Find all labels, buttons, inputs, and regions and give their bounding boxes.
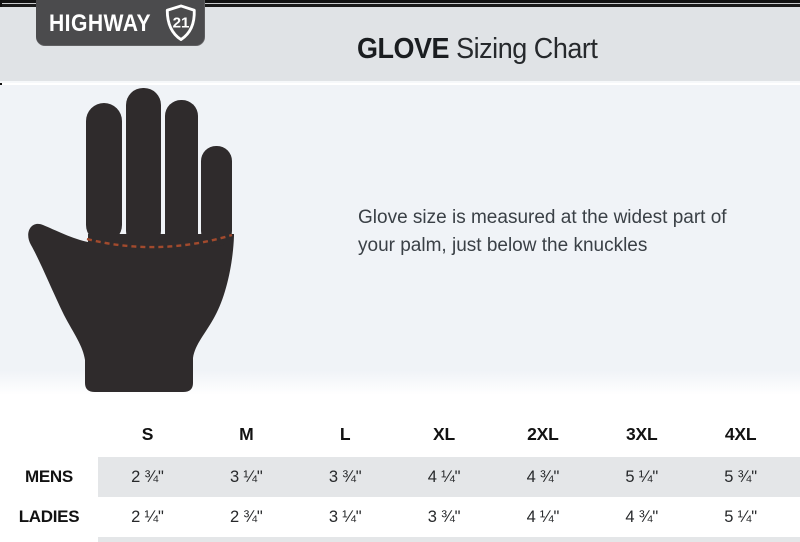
- ladies-2xl: 4 ¼": [526, 507, 560, 526]
- ladies-row-label: LADIES: [18, 507, 80, 526]
- size-header-cells: S M L XL 2XL 3XL 4XL: [98, 413, 800, 455]
- size-header-row: S M L XL 2XL 3XL 4XL: [0, 413, 800, 455]
- page-title-rest: Sizing Chart: [449, 33, 598, 65]
- palm-measure-dashed-line: [86, 233, 233, 249]
- mens-l: 3 ¾": [328, 467, 362, 486]
- size-table: S M L XL 2XL 3XL 4XL MENS 2 ¾" 3 ¼" 3 ¾"…: [0, 395, 800, 542]
- ladies-row: LADIES 2 ¼" 2 ¾" 3 ¼" 3 ¾" 4 ¼" 4 ¾" 5 ¼…: [0, 497, 800, 537]
- size-col-2xl: 2XL: [527, 423, 559, 444]
- mens-4xl: 5 ¾": [724, 467, 757, 486]
- size-col-s: S: [141, 423, 154, 444]
- hand-silhouette-graphic: [28, 88, 235, 392]
- brand-badge: HIGHWAY 21: [36, 0, 205, 46]
- mens-row-cells: 2 ¾" 3 ¼" 3 ¾" 4 ¼" 4 ¾" 5 ¼" 5 ¾": [98, 457, 800, 497]
- size-col-4xl: 4XL: [724, 423, 757, 444]
- ladies-3xl: 4 ¾": [625, 507, 659, 526]
- shield-21-icon: 21: [166, 4, 197, 41]
- mens-3xl: 5 ¼": [625, 467, 659, 486]
- mens-m: 3 ¼": [229, 467, 263, 486]
- mens-row-label: MENS: [25, 467, 73, 486]
- size-col-l: L: [339, 423, 351, 444]
- size-col-3xl: 3XL: [625, 423, 658, 444]
- ladies-s: 2 ¼": [131, 507, 164, 526]
- next-row-cutoff-strip: [98, 537, 800, 542]
- mens-row: MENS 2 ¾" 3 ¼" 3 ¾" 4 ¼" 4 ¾" 5 ¼" 5 ¾": [0, 457, 800, 497]
- measurement-instruction-text: Glove size is measured at the widest par…: [358, 207, 727, 256]
- top-black-bar: [0, 0, 800, 7]
- ladies-l: 3 ¼": [328, 507, 362, 526]
- ladies-m: 2 ¾": [229, 507, 263, 526]
- size-col-m: M: [239, 423, 254, 444]
- page-title: GLOVE Sizing Chart: [357, 33, 598, 66]
- ladies-xl: 3 ¾": [427, 507, 461, 526]
- shield-number: 21: [173, 15, 190, 32]
- ladies-4xl: 5 ¼": [724, 507, 757, 526]
- page-title-bold: GLOVE: [357, 33, 450, 65]
- mens-xl: 4 ¼": [427, 467, 461, 486]
- measurement-guide-section: Glove size is measured at the widest par…: [0, 85, 800, 395]
- brand-name: HIGHWAY: [48, 10, 151, 37]
- mens-2xl: 4 ¾": [526, 467, 560, 486]
- size-col-xl: XL: [433, 423, 455, 444]
- mens-s: 2 ¾": [131, 467, 164, 486]
- ladies-row-cells: 2 ¼" 2 ¾" 3 ¼" 3 ¾" 4 ¼" 4 ¾" 5 ¼": [98, 497, 800, 537]
